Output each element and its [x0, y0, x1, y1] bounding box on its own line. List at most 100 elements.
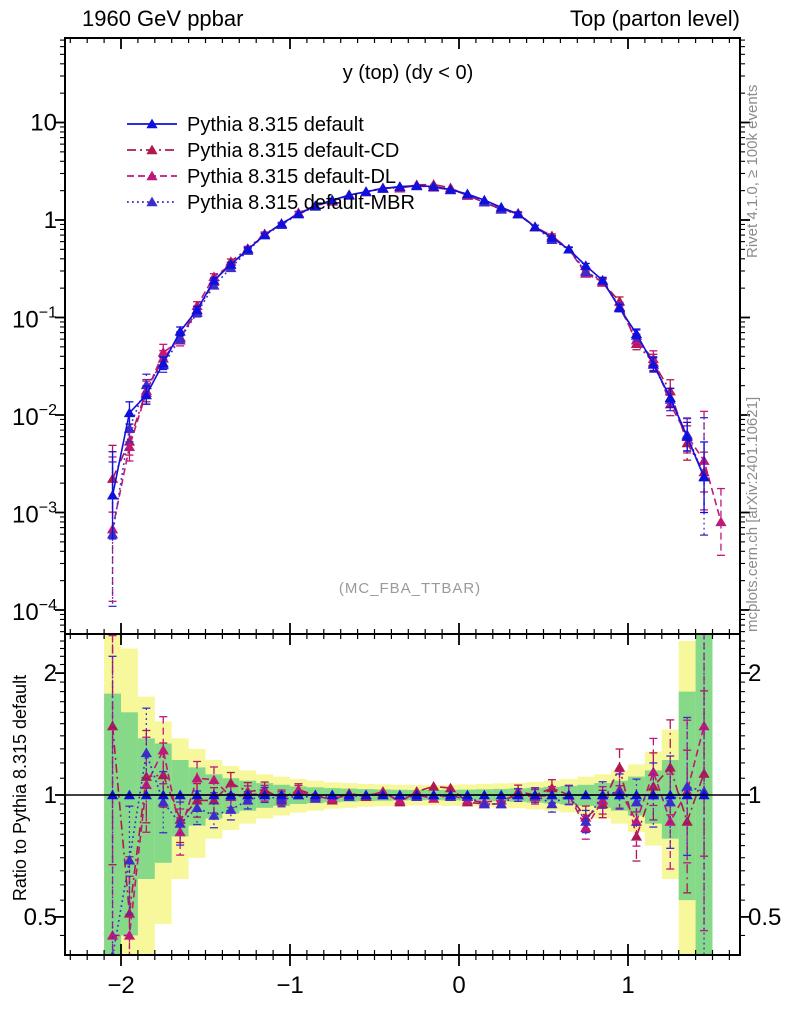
ratio-y-tick-label-right: 2 — [748, 660, 761, 687]
ratio-uncertainty-bands — [104, 634, 713, 955]
series-default-marker — [630, 328, 643, 339]
series-default-marker — [613, 302, 626, 313]
x-tick-label: 0 — [452, 972, 465, 999]
rivet-version-label: Rivet 4.1.0, ≥ 100k events — [744, 84, 761, 258]
legend-label: Pythia 8.315 default-DL — [187, 166, 396, 188]
series-default-MBR-ratio-marker — [664, 796, 676, 807]
legend-marker — [146, 170, 158, 181]
series-default-marker — [259, 229, 271, 240]
series-default-MBR-ratio-marker — [630, 796, 643, 807]
ratio-y-tick-label-left: 2 — [44, 660, 57, 687]
series-default-MBR-ratio-marker — [174, 818, 186, 828]
beam-energy-label: 1960 GeV ppbar — [82, 6, 244, 31]
series-default-marker — [191, 304, 203, 314]
legend-entry: Pythia 8.315 default — [127, 114, 364, 136]
series-default-marker — [242, 243, 254, 254]
series-default-DL-ratio-marker — [208, 774, 220, 785]
legend-label: Pythia 8.315 default-CD — [187, 140, 399, 162]
ratio-y-tick-label-left: 0.5 — [24, 904, 57, 931]
series-default-DL-ratio-marker — [698, 720, 710, 731]
series-default-marker — [681, 431, 693, 441]
series-default-CD-ratio-marker — [191, 794, 203, 805]
series-default-CD-line — [111, 183, 705, 480]
series-default-MBR-ratio-marker — [140, 747, 152, 758]
series-default-marker — [664, 392, 676, 403]
series-default-marker — [326, 194, 338, 205]
series-default-DL-marker — [715, 516, 727, 527]
series-default-marker — [495, 201, 507, 212]
series-default-CD-ratio-marker — [225, 777, 237, 788]
main-y-tick-label: 10−4 — [12, 597, 57, 626]
series-default-marker — [512, 208, 524, 219]
series-default-MBR-ratio-marker — [225, 804, 237, 814]
series-default-MBR-marker — [580, 266, 592, 277]
ratio-y-tick-label-left: 1 — [44, 782, 57, 809]
legend-entry: Pythia 8.315 default-CD — [127, 140, 399, 162]
main-y-tick-label: 10 — [30, 110, 57, 137]
series-default-line — [111, 184, 705, 496]
legend-marker — [146, 144, 158, 155]
series-default-marker — [444, 184, 457, 194]
legend: Pythia 8.315 default Pythia 8.315 default… — [127, 114, 415, 214]
series-default-DL-ratio-marker — [174, 826, 186, 837]
legend-marker — [146, 118, 158, 129]
series-default-marker — [174, 326, 186, 336]
series-default-MBR-line — [111, 185, 705, 535]
series-default-DL-ratio-marker — [647, 766, 659, 777]
series-default-marker — [597, 275, 609, 285]
series-default-marker — [647, 359, 659, 369]
series-default-CD-ratio-marker — [613, 761, 626, 772]
series-default-CD-ratio-marker — [208, 794, 220, 805]
legend-entry: Pythia 8.315 default-DL — [127, 166, 396, 188]
main-panel-data — [106, 179, 727, 607]
series-default-marker — [394, 181, 406, 191]
series-default-marker — [546, 232, 558, 242]
legend-marker — [146, 196, 158, 207]
series-default-MBR-marker — [140, 379, 152, 390]
series-default-DL-line — [111, 184, 722, 530]
series-default-marker — [292, 208, 305, 219]
series-default-marker — [309, 200, 321, 210]
main-y-tick-label: 10−2 — [12, 402, 57, 431]
series-default-DL-ratio-marker — [123, 930, 136, 940]
series-default-marker — [563, 243, 575, 254]
series-default-marker — [208, 275, 220, 285]
series-default-MBR-ratio-marker — [495, 798, 507, 809]
series-default-CD-ratio-marker — [428, 781, 440, 791]
series-default-marker — [580, 260, 592, 270]
main-y-tick-label: 10−3 — [12, 500, 57, 529]
series-default-CD-ratio-marker — [444, 782, 457, 793]
series-default-marker — [478, 194, 490, 205]
legend-entry: Pythia 8.315 default-MBR — [127, 192, 415, 214]
series-default-MBR-ratio-marker — [275, 794, 288, 805]
series-default-MBR-marker — [174, 332, 186, 343]
series-default-marker — [360, 186, 372, 196]
series-default-DL-ratio-marker — [106, 930, 119, 940]
series-default-marker — [428, 181, 440, 191]
series-default-MBR-marker — [208, 279, 220, 290]
mcplots-citation-label: mcplots.cern.ch [arXiv:2401.10621] — [744, 396, 761, 632]
legend-label: Pythia 8.315 default — [187, 114, 364, 136]
main-y-tick-label: 1 — [44, 207, 57, 234]
series-default-marker — [140, 389, 152, 400]
x-tick-label: −1 — [276, 972, 303, 999]
series-default-DL-ratio-marker — [191, 772, 203, 783]
ratio-y-tick-label-right: 0.5 — [748, 904, 781, 931]
series-default-MBR-ratio-marker — [681, 781, 693, 791]
ratio-axis-title: Ratio to Pythia 8.315 default — [10, 674, 30, 902]
series-default-marker — [377, 183, 389, 193]
ratio-y-tick-label-right: 1 — [748, 782, 761, 809]
series-default-marker — [157, 357, 169, 368]
series-default-DL-ratio-marker — [157, 744, 169, 755]
series-default-DL-ratio-marker — [597, 794, 609, 805]
observable-title: y (top) (dy < 0) — [342, 62, 474, 84]
series-default-marker — [529, 221, 541, 232]
series-default-MBR-marker — [123, 423, 136, 433]
legend-label: Pythia 8.315 default-MBR — [187, 192, 415, 214]
series-default-MBR-ratio-marker — [580, 816, 592, 826]
series-default-DL-marker — [157, 346, 169, 357]
series-default-marker — [106, 489, 119, 500]
series-default-DL-ratio-marker — [394, 794, 406, 805]
series-default-marker — [123, 407, 136, 418]
